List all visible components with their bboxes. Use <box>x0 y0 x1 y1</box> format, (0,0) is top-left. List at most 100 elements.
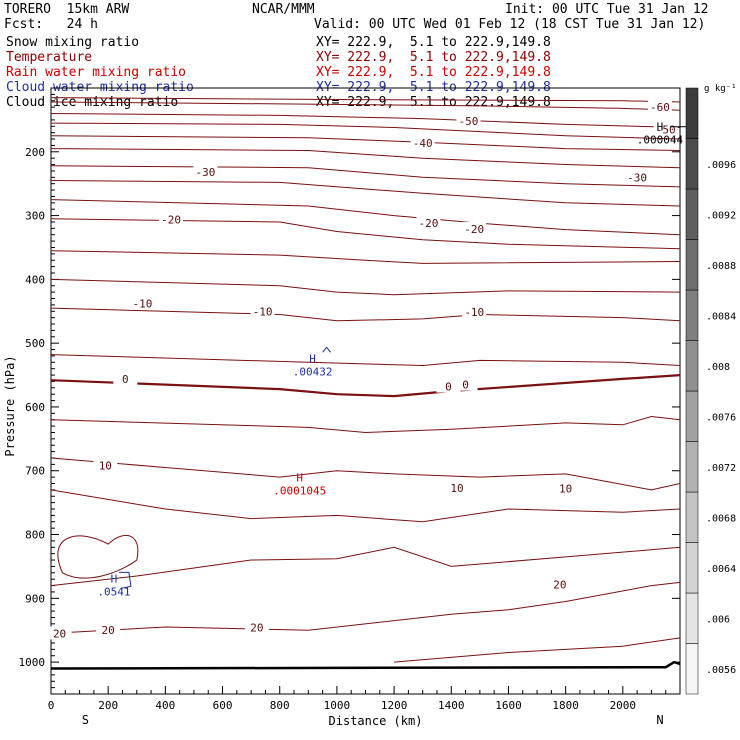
x-tick-label-400: 400 <box>155 699 175 712</box>
temperature-contour-3 <box>50 122 681 140</box>
plot-frame <box>50 87 681 695</box>
x-tick-label-800: 800 <box>270 699 290 712</box>
x-end-left: S <box>82 713 89 727</box>
y-tick-label-400: 400 <box>25 273 45 286</box>
y-tick-label-800: 800 <box>25 529 45 542</box>
temperature-label-21: 20 <box>53 627 66 640</box>
temperature-contour-9 <box>50 218 681 250</box>
organization: NCAR/MMM <box>252 2 315 17</box>
temperature-contour-0 <box>50 97 681 103</box>
model-title: TORERO 15km ARW <box>4 2 130 17</box>
x-tick-label-0: 0 <box>48 699 55 712</box>
x-end-right: N <box>656 713 663 727</box>
y-tick-label-900: 900 <box>25 592 45 605</box>
temperature-label-8: -20 <box>464 223 484 236</box>
temperature-contour-13 <box>50 354 681 367</box>
cloud-water-max-h: H <box>309 352 316 365</box>
y-axis-label: Pressure (hPa) <box>3 355 17 456</box>
colorbar-label-.0068: .0068 <box>706 513 736 524</box>
temperature-label-15: 10 <box>99 460 112 473</box>
colorbar-segment-0 <box>685 643 699 695</box>
temperature-label-19: 20 <box>250 622 263 635</box>
temperature-contour-15 <box>50 415 681 434</box>
label-knockout <box>113 371 138 385</box>
temperature-label-13: 0 <box>445 381 452 394</box>
x-tick-label-1200: 1200 <box>381 699 408 712</box>
x-tick-label-200: 200 <box>98 699 118 712</box>
temperature-label-6: -20 <box>161 213 181 226</box>
temperature-contour-11 <box>50 278 681 296</box>
temperature-label-16: 10 <box>450 482 463 495</box>
colorbar-segment-5 <box>685 390 699 442</box>
x-tick-label-600: 600 <box>213 699 233 712</box>
temperature-label-4: -30 <box>195 166 215 179</box>
label-knockout <box>416 216 441 230</box>
label-knockout <box>410 135 435 149</box>
label-knockout <box>462 304 487 318</box>
temperature-label-3: -40 <box>413 137 433 150</box>
colorbar-label-.0096: .0096 <box>706 160 736 171</box>
y-tick-label-500: 500 <box>25 337 45 350</box>
colorbar-segment-8 <box>685 239 699 291</box>
temperature-contour-8 <box>50 199 681 236</box>
colorbar-segment-10 <box>685 138 699 190</box>
label-knockout <box>96 623 121 637</box>
x-tick-label-1000: 1000 <box>324 699 351 712</box>
temperature-label-0: -60 <box>650 101 670 114</box>
temperature-contour-12 <box>50 307 681 322</box>
label-knockout <box>547 577 572 591</box>
temperature-label-9: -10 <box>133 298 153 311</box>
temperature-contour-6 <box>50 165 681 188</box>
colorbar-segment-3 <box>685 491 699 543</box>
terrain-line <box>50 660 681 670</box>
label-knockout <box>193 165 218 179</box>
label-knockout <box>462 221 487 235</box>
temperature-label-10: -10 <box>253 305 273 318</box>
legend-xy-snow: XY= 222.9, 5.1 to 222.9,149.8 <box>316 35 551 50</box>
temperature-contour-2 <box>50 113 681 128</box>
y-tick-label-600: 600 <box>25 401 45 414</box>
colorbar-segment-6 <box>685 340 699 392</box>
y-tick-label-300: 300 <box>25 210 45 223</box>
colorbar-label-.0064: .0064 <box>706 564 736 575</box>
label-knockout <box>453 377 478 391</box>
label-knockout <box>159 212 184 226</box>
temperature-contour-17 <box>50 489 681 523</box>
temperature-contour-10 <box>50 250 681 264</box>
label-knockout <box>553 481 578 495</box>
label-knockout <box>653 122 678 136</box>
cloud-ice-max-h: H <box>657 121 664 134</box>
temperature-contour-1 <box>50 101 681 111</box>
label-knockout <box>130 296 155 310</box>
label-knockout <box>444 480 469 494</box>
snow-contour <box>118 571 132 589</box>
temperature-label-11: -10 <box>464 306 484 319</box>
y-tick-label-700: 700 <box>25 465 45 478</box>
temperature-label-20: 20 <box>102 624 115 637</box>
colorbar-label-.0092: .0092 <box>706 210 736 221</box>
x-tick-label-1800: 1800 <box>552 699 579 712</box>
label-knockout <box>647 100 672 114</box>
label-knockout <box>47 626 72 640</box>
colorbar-segment-4 <box>685 441 699 493</box>
temperature-label-7: -20 <box>418 217 438 230</box>
colorbar-segment-1 <box>685 592 699 644</box>
temperature-contour-4 <box>50 135 681 151</box>
x-tick-label-1400: 1400 <box>438 699 465 712</box>
rain-water-max-value: .0001045 <box>273 485 326 498</box>
rain-water-max-h: H <box>296 472 303 485</box>
colorbar-label-.008: .008 <box>706 362 730 373</box>
x-axis-label: Distance (km) <box>329 714 423 728</box>
legend-xy-temperature: XY= 222.9, 5.1 to 222.9,149.8 <box>316 50 551 65</box>
temperature-contour-14 <box>50 374 681 398</box>
x-tick-label-1600: 1600 <box>495 699 522 712</box>
colorbar-label-.0072: .0072 <box>706 463 736 474</box>
temperature-label-5: -30 <box>627 171 647 184</box>
legend-name-temperature: Temperature <box>6 50 93 65</box>
temperature-contour-20 <box>394 637 681 663</box>
valid-time: Valid: 00 UTC Wed 01 Feb 12 (18 CST Tue … <box>314 17 706 32</box>
temperature-contour-16 <box>50 457 681 491</box>
temperature-contour-19 <box>50 581 681 634</box>
label-knockout <box>625 170 650 184</box>
